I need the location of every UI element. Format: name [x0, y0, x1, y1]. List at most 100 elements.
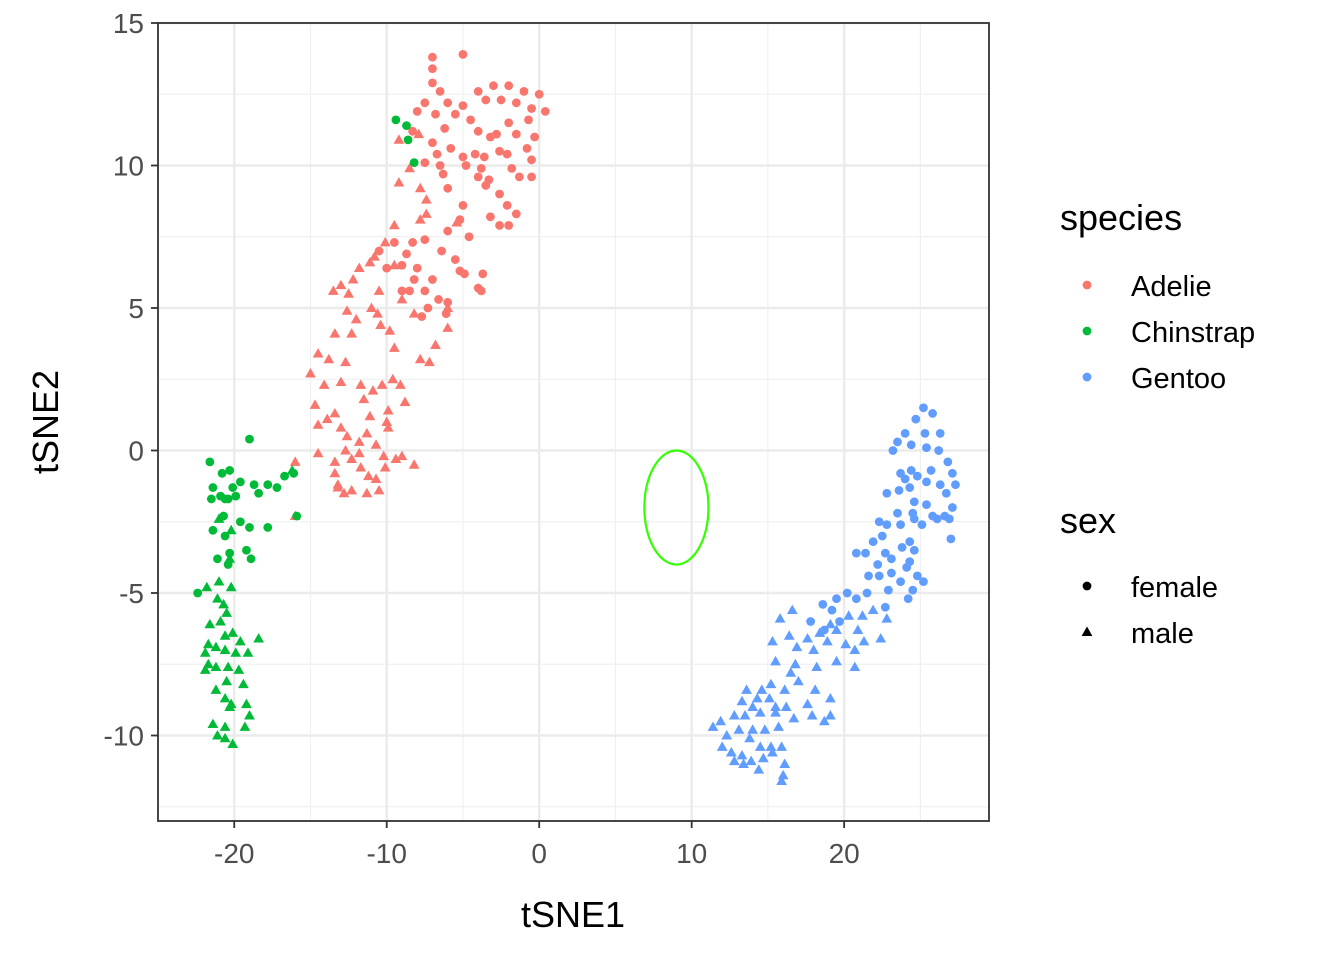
point-adelie-female: [435, 87, 445, 96]
point-gentoo-female: [909, 497, 919, 507]
point-gentoo-male: [867, 604, 879, 615]
point-gentoo-male: [725, 747, 737, 757]
point-chinstrap-male: [213, 513, 225, 523]
point-adelie-male: [335, 422, 347, 432]
point-gentoo-male: [774, 613, 786, 623]
point-adelie-male: [340, 356, 351, 367]
point-adelie-female: [540, 106, 550, 116]
point-adelie-female: [486, 132, 495, 142]
point-adelie-female: [428, 275, 437, 284]
point-chinstrap-female: [254, 488, 264, 498]
point-gentoo-male: [809, 684, 821, 694]
point-gentoo-female: [926, 466, 936, 475]
point-gentoo-female: [919, 403, 928, 413]
point-adelie-female: [431, 109, 440, 119]
point-adelie-male: [396, 450, 408, 461]
point-gentoo-female: [832, 594, 841, 604]
point-adelie-male: [318, 379, 330, 389]
point-adelie-male: [367, 385, 379, 395]
point-adelie-female: [450, 109, 460, 119]
point-adelie-male: [346, 484, 358, 495]
point-gentoo-male: [831, 624, 842, 635]
point-chinstrap-female: [193, 588, 203, 598]
point-gentoo-female: [922, 477, 931, 487]
point-gentoo-female: [943, 457, 953, 467]
point-adelie-female: [397, 286, 407, 296]
point-gentoo-male: [757, 752, 769, 763]
point-chinstrap-male: [210, 661, 222, 672]
point-gentoo-male: [875, 633, 887, 643]
point-gentoo-female: [842, 588, 852, 598]
point-adelie-female: [412, 106, 422, 116]
point-adelie-female: [402, 249, 411, 259]
point-chinstrap-female: [402, 121, 411, 130]
point-gentoo-female: [905, 537, 915, 547]
point-chinstrap-male: [213, 576, 225, 586]
point-adelie-male: [424, 356, 435, 367]
point-adelie-male: [370, 439, 382, 449]
point-chinstrap-female: [208, 483, 218, 492]
point-adelie-female: [374, 246, 384, 256]
point-adelie-male: [372, 308, 383, 318]
point-adelie-female: [502, 201, 512, 210]
y-tick-label: 5: [128, 293, 144, 324]
point-adelie-male: [347, 274, 359, 284]
point-gentoo-male: [786, 604, 798, 615]
point-chinstrap-male: [233, 664, 245, 674]
point-adelie-female: [466, 115, 475, 125]
point-gentoo-male: [770, 701, 781, 711]
legend-label-female: female: [1131, 572, 1218, 604]
point-gentoo-male: [814, 627, 826, 637]
plot-border: [157, 22, 990, 822]
legend-label-adelie: Adelie: [1131, 271, 1212, 303]
point-gentoo-male: [715, 715, 727, 726]
y-tick-label: 15: [113, 8, 144, 39]
point-chinstrap-male: [219, 732, 231, 743]
point-gentoo-female: [920, 429, 930, 438]
point-chinstrap-male: [215, 616, 226, 626]
point-gentoo-female: [906, 440, 916, 450]
point-adelie-male: [388, 259, 400, 270]
point-gentoo-male: [783, 630, 795, 640]
point-gentoo-male: [825, 710, 836, 720]
point-adelie-male: [363, 470, 374, 481]
point-gentoo-female: [902, 562, 912, 572]
point-adelie-female: [405, 286, 414, 296]
point-gentoo-male: [753, 764, 765, 774]
annotation-ellipse: [643, 449, 710, 566]
point-chinstrap-female: [225, 466, 235, 475]
point-gentoo-male: [767, 747, 778, 757]
point-adelie-male: [369, 251, 380, 261]
point-chinstrap-male: [221, 675, 233, 686]
point-chinstrap-male: [212, 593, 223, 603]
point-gentoo-male: [776, 775, 788, 786]
point-adelie-male: [335, 279, 347, 290]
point-gentoo-male: [881, 613, 893, 623]
point-chinstrap-female: [206, 494, 216, 504]
point-adelie-male: [404, 162, 415, 173]
point-chinstrap-male: [218, 598, 229, 609]
point-gentoo-male: [811, 661, 823, 672]
point-adelie-male: [332, 482, 344, 492]
point-gentoo-female: [827, 605, 837, 615]
point-adelie-female: [428, 52, 437, 62]
legend-label-chinstrap: Chinstrap: [1131, 317, 1255, 349]
point-gentoo-female: [835, 617, 844, 626]
point-adelie-male: [289, 456, 301, 466]
point-gentoo-male: [788, 712, 800, 723]
point-adelie-male: [382, 405, 394, 415]
point-chinstrap-female: [231, 491, 241, 501]
point-adelie-female: [530, 132, 540, 142]
point-adelie-female: [476, 286, 486, 296]
point-adelie-male: [343, 288, 354, 298]
point-gentoo-male: [825, 692, 836, 703]
point-adelie-female: [495, 189, 504, 199]
point-adelie-male: [379, 462, 391, 472]
point-gentoo-male: [747, 724, 759, 734]
point-gentoo-female: [900, 429, 910, 438]
point-gentoo-male: [818, 715, 830, 726]
point-adelie-female: [420, 235, 430, 245]
point-gentoo-female: [887, 554, 896, 564]
point-adelie-female: [511, 209, 521, 219]
